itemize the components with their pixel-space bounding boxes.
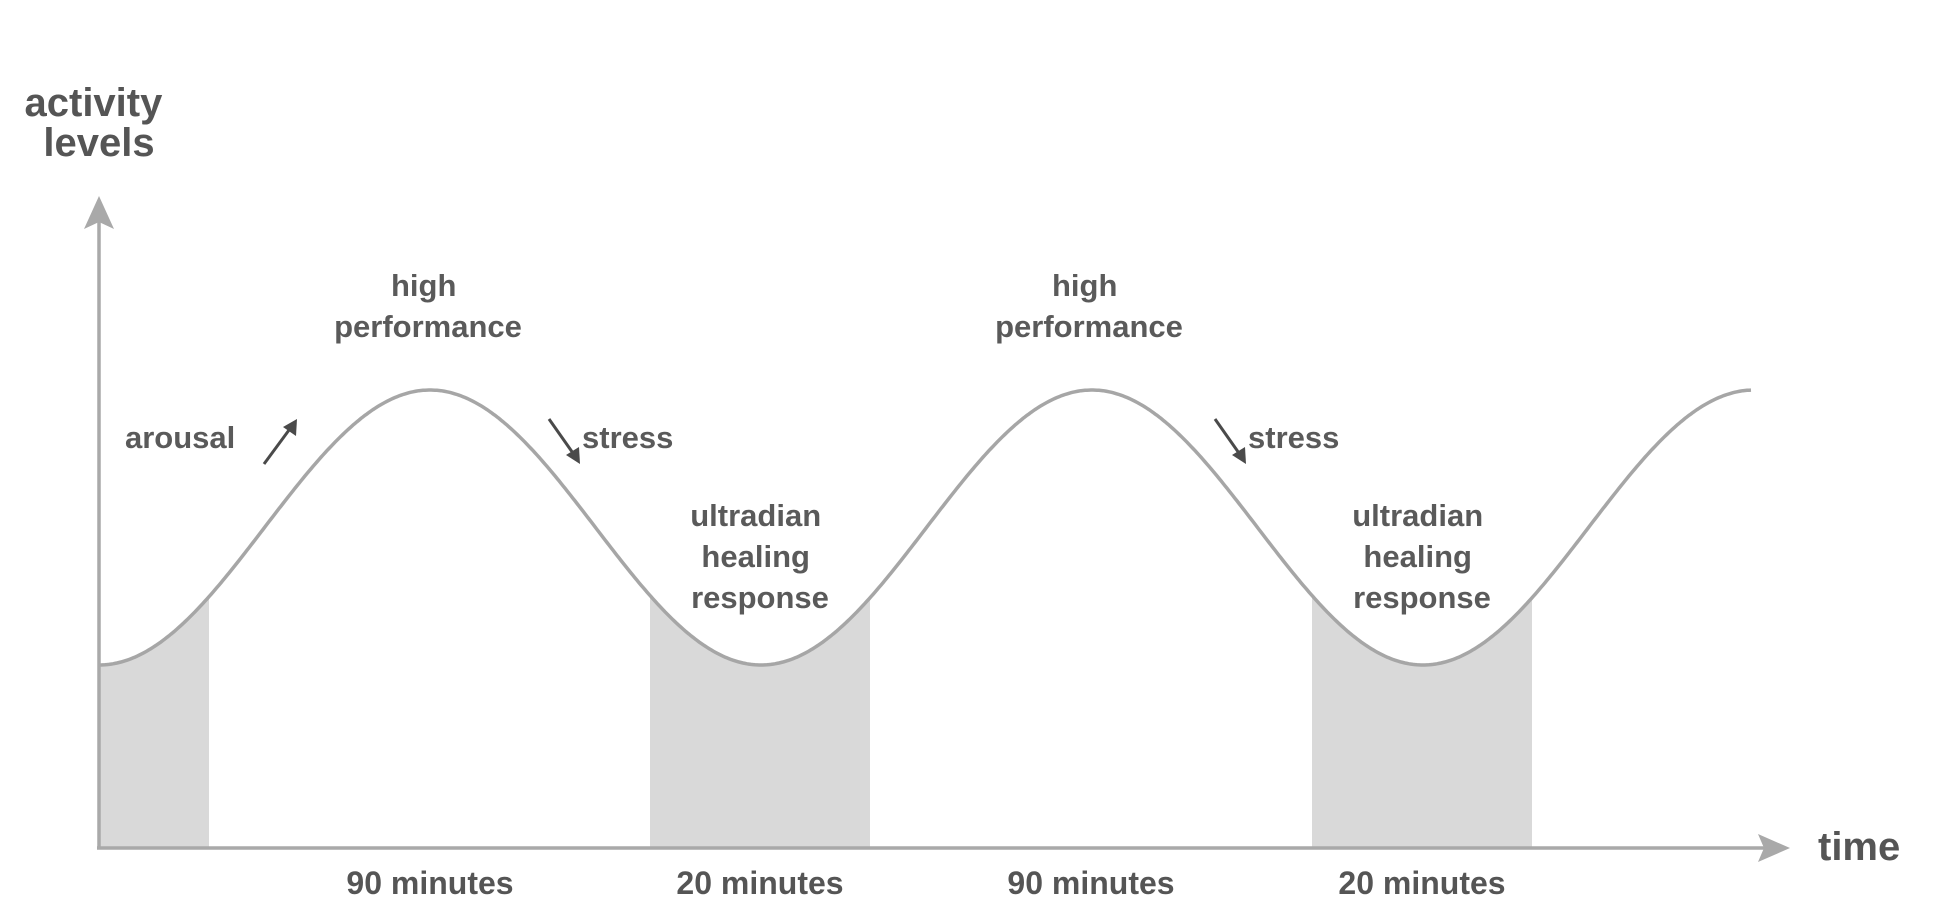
y-axis-arrowhead <box>84 196 114 229</box>
trough-label-1-line-1: ultradian <box>690 498 821 533</box>
shaded-region-healing-2 <box>1312 595 1532 848</box>
trough-label-2-line-1: ultradian <box>1352 498 1483 533</box>
x-axis-title: time <box>1818 825 1900 869</box>
y-axis-title-line-2: levels <box>43 121 154 165</box>
stress-label-2: stress <box>1248 420 1339 455</box>
peak-label-1: high performance <box>334 268 522 344</box>
duration-label-1: 90 minutes <box>346 865 513 901</box>
trough-label-1-line-2: healing <box>701 539 810 574</box>
peak-label-1-line-1: high <box>391 268 456 303</box>
peak-label-2-line-2: performance <box>995 309 1183 344</box>
trough-label-1-line-3: response <box>691 580 829 615</box>
shaded-region-start <box>99 596 209 848</box>
trough-label-1: ultradian healing response <box>690 498 830 615</box>
peak-label-2: high performance <box>995 268 1183 344</box>
duration-label-3: 90 minutes <box>1007 865 1174 901</box>
duration-label-4: 20 minutes <box>1338 865 1505 901</box>
y-axis-title-line-1: activity <box>25 81 164 125</box>
peak-label-2-line-1: high <box>1052 268 1117 303</box>
arousal-up-arrow-icon <box>262 419 297 465</box>
stress-label-1: stress <box>582 420 673 455</box>
duration-label-2: 20 minutes <box>676 865 843 901</box>
x-axis-arrowhead <box>1758 834 1790 862</box>
trough-label-2-line-2: healing <box>1363 539 1472 574</box>
trough-label-2-line-3: response <box>1353 580 1491 615</box>
trough-label-2: ultradian healing response <box>1352 498 1492 615</box>
arousal-label: arousal <box>125 420 235 455</box>
stress-down-arrow-icon-2 <box>1213 418 1246 464</box>
y-axis-title: activity levels <box>25 81 174 165</box>
shaded-region-healing-1 <box>650 595 870 848</box>
stress-down-arrow-icon-1 <box>547 418 580 464</box>
peak-label-1-line-2: performance <box>334 309 522 344</box>
activity-wave-curve <box>99 388 1752 667</box>
